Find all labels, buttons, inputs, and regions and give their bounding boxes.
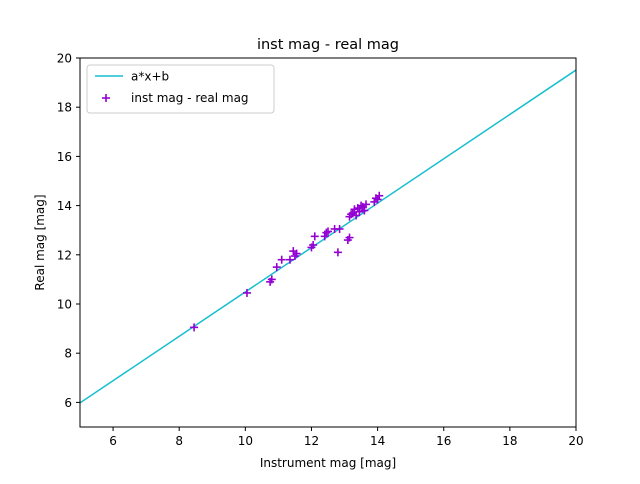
y-tick-label: 16 — [57, 150, 72, 164]
data-point — [310, 232, 319, 241]
legend-scatter-swatch — [102, 94, 110, 102]
data-point — [333, 248, 342, 257]
y-axis-ticks: 6 8 10 12 14 16 18 20 — [57, 52, 80, 410]
y-tick-label: 14 — [57, 199, 72, 213]
y-tick-label: 10 — [57, 298, 72, 312]
data-point — [324, 227, 332, 236]
x-tick-label: 6 — [109, 434, 117, 448]
plot-frame — [79, 57, 577, 428]
data-point — [360, 206, 369, 215]
x-tick-label: 10 — [238, 434, 253, 448]
data-point — [322, 228, 331, 237]
data-point — [309, 240, 318, 249]
legend-label-scatter: inst mag - real mag — [131, 91, 249, 105]
x-tick-label: 8 — [175, 434, 183, 448]
data-point — [347, 210, 356, 219]
data-point — [345, 233, 354, 242]
x-tick-label: 16 — [436, 434, 451, 448]
chart-title: inst mag - real mag — [257, 37, 399, 53]
data-point — [335, 224, 344, 233]
y-tick-label: 18 — [57, 101, 72, 115]
x-tick-label: 12 — [304, 434, 319, 448]
data-point — [190, 323, 199, 332]
y-tick-label: 20 — [57, 52, 72, 66]
y-axis-label: Real mag [mag] — [33, 194, 47, 290]
x-tick-label: 14 — [370, 434, 385, 448]
plot-area — [80, 69, 576, 404]
legend-box — [86, 64, 275, 114]
data-point — [267, 275, 276, 284]
x-tick-label: 20 — [568, 434, 583, 448]
y-tick-label: 6 — [64, 396, 72, 410]
y-tick-label: 12 — [57, 248, 72, 262]
x-tick-label: 18 — [502, 434, 517, 448]
data-point — [277, 255, 286, 264]
data-point — [320, 232, 329, 241]
x-axis-ticks: 6 8 10 12 14 16 18 20 — [109, 427, 584, 448]
data-point — [272, 263, 281, 272]
data-point — [292, 249, 301, 258]
data-point — [357, 201, 366, 210]
data-point — [373, 195, 382, 204]
data-point — [362, 200, 371, 209]
data-point — [285, 255, 294, 264]
data-point — [242, 288, 251, 297]
data-point — [355, 207, 364, 216]
y-tick-label: 8 — [64, 347, 72, 361]
data-point — [375, 191, 384, 200]
legend: a*x+b inst mag - real mag — [86, 64, 275, 114]
x-axis-label: Instrument mag [mag] — [260, 456, 396, 470]
legend-label-fit-line: a*x+b — [131, 70, 169, 84]
